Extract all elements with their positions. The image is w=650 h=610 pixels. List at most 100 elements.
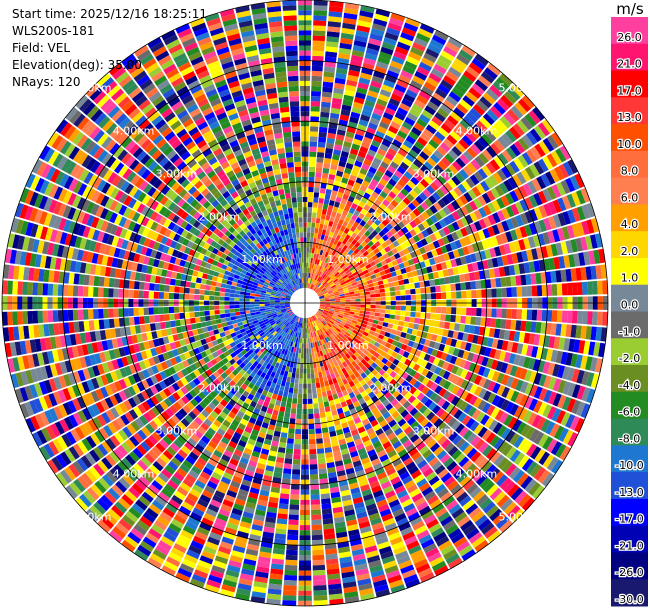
field-label: Field: VEL xyxy=(12,41,71,55)
velocity-gate xyxy=(366,247,373,254)
velocity-gate xyxy=(501,166,512,179)
velocity-gate xyxy=(418,275,425,282)
velocity-gate xyxy=(512,174,523,187)
velocity-gate xyxy=(467,244,475,254)
velocity-gate xyxy=(503,112,516,126)
velocity-gate xyxy=(378,284,385,289)
velocity-gate xyxy=(529,128,542,143)
velocity-gate xyxy=(506,254,514,265)
velocity-gate xyxy=(441,236,450,245)
velocity-gate xyxy=(546,284,553,296)
velocity-gate xyxy=(482,92,496,105)
velocity-gate xyxy=(510,276,517,287)
velocity-gate xyxy=(341,283,347,288)
velocity-gate xyxy=(371,264,378,271)
velocity-gate xyxy=(449,275,456,284)
velocity-gate xyxy=(397,229,405,237)
velocity-gate xyxy=(420,178,430,188)
velocity-gate xyxy=(431,264,438,272)
velocity-gate xyxy=(317,292,323,296)
velocity-gate xyxy=(367,279,373,285)
velocity-gate xyxy=(477,195,487,207)
velocity-gate xyxy=(527,180,538,194)
velocity-gate xyxy=(342,244,348,251)
velocity-gate xyxy=(388,178,397,187)
velocity-gate xyxy=(473,171,484,183)
velocity-gate xyxy=(575,237,583,252)
velocity-gate xyxy=(328,293,334,296)
velocity-gate xyxy=(369,251,376,257)
velocity-gate xyxy=(397,191,406,201)
velocity-gate xyxy=(533,161,545,175)
velocity-gate xyxy=(344,253,350,259)
velocity-gate xyxy=(357,237,364,245)
velocity-gate xyxy=(336,266,342,272)
velocity-gate xyxy=(590,265,597,280)
velocity-gate xyxy=(443,119,456,130)
velocity-gate xyxy=(370,297,376,302)
velocity-gate xyxy=(453,107,466,119)
velocity-gate xyxy=(350,299,356,302)
velocity-gate xyxy=(556,182,566,196)
velocity-gate xyxy=(318,293,324,297)
velocity-gate xyxy=(496,210,506,222)
velocity-gate xyxy=(353,274,360,279)
velocity-gate xyxy=(474,156,485,168)
velocity-gate xyxy=(463,192,473,203)
velocity-gate xyxy=(531,178,542,192)
velocity-gate xyxy=(326,287,332,291)
velocity-gate xyxy=(413,159,423,169)
velocity-gate xyxy=(517,154,529,168)
velocity-gate xyxy=(436,146,448,156)
velocity-gate xyxy=(516,120,529,134)
velocity-gate xyxy=(405,153,416,163)
velocity-gate xyxy=(457,183,467,194)
velocity-gate xyxy=(469,253,477,263)
velocity-gate xyxy=(452,249,460,259)
velocity-gate xyxy=(425,226,434,236)
velocity-gate xyxy=(434,131,446,142)
velocity-gate xyxy=(336,247,342,253)
velocity-gate xyxy=(408,277,415,284)
velocity-gate xyxy=(419,246,427,255)
velocity-gate xyxy=(473,220,483,231)
velocity-gate xyxy=(515,275,522,286)
velocity-gate xyxy=(532,234,541,247)
velocity-gate xyxy=(335,300,341,303)
plot-header: Start time: 2025/12/16 18:25:11 WLS200s-… xyxy=(12,6,207,91)
velocity-gate xyxy=(409,229,417,237)
velocity-gate xyxy=(496,256,504,267)
velocity-gate xyxy=(454,239,462,249)
velocity-gate xyxy=(516,286,523,297)
velocity-gate xyxy=(566,193,576,208)
velocity-gate xyxy=(593,249,601,264)
velocity-gate xyxy=(385,215,393,223)
velocity-gate xyxy=(431,116,443,127)
velocity-gate xyxy=(390,291,396,296)
velocity-gate xyxy=(380,248,387,256)
velocity-gate xyxy=(451,291,457,299)
velocity-gate xyxy=(466,147,478,159)
velocity-gate xyxy=(335,298,341,301)
velocity-gate xyxy=(535,272,542,284)
velocity-gate xyxy=(515,214,524,227)
velocity-gate xyxy=(353,228,361,235)
velocity-gate xyxy=(365,211,373,219)
velocity-gate xyxy=(446,292,452,299)
velocity-gate xyxy=(400,209,409,218)
velocity-gate xyxy=(478,270,486,280)
velocity-gate xyxy=(510,83,525,98)
velocity-gate xyxy=(395,290,401,296)
velocity-gate xyxy=(374,226,382,234)
velocity-gate xyxy=(432,271,439,279)
velocity-gate xyxy=(566,225,575,239)
velocity-gate xyxy=(473,271,481,281)
velocity-gate xyxy=(379,288,386,293)
velocity-gate xyxy=(590,217,600,233)
velocity-gate xyxy=(324,298,330,301)
velocity-gate xyxy=(334,264,340,270)
velocity-gate xyxy=(501,149,513,163)
velocity-gate xyxy=(428,120,440,131)
velocity-gate xyxy=(369,290,376,295)
velocity-gate xyxy=(521,95,535,109)
